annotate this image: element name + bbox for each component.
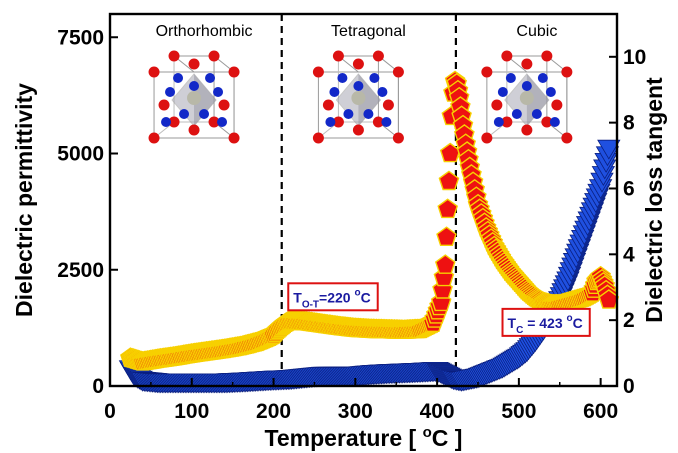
y-left-tick-label: 7500: [57, 26, 104, 49]
phase-label-2: Tetragonal: [331, 23, 406, 40]
annotation-box: [287, 282, 379, 312]
y-right-tick-label: 0: [623, 375, 635, 398]
x-tick-label: 400: [420, 400, 455, 423]
y-right-tick-label: 2: [623, 309, 635, 332]
x-tick-label: 0: [104, 400, 116, 423]
loss-tangent-point: [597, 139, 621, 160]
phase-label-3: Cubic: [516, 23, 557, 40]
permittivity-point: [437, 198, 459, 219]
y-left-tick-label: 0: [92, 375, 104, 398]
y-right-axis-title: Dielectric loss tangent: [641, 77, 667, 323]
x-tick-label: 500: [501, 400, 536, 423]
annotations: TO-T=220 oC TC = 423 oC: [287, 282, 591, 337]
y-right-tick-label: 10: [623, 46, 646, 69]
permittivity-point: [438, 170, 460, 191]
crystal-structures: Orthorhombic Tetragonal Cubic: [148, 23, 573, 144]
permittivity-series: [120, 70, 620, 371]
permittivity-point: [434, 254, 456, 274]
y-right-tick-label: 6: [623, 177, 635, 200]
phase-label-1: Orthorhombic: [156, 23, 253, 40]
y-left-tick-label: 2500: [57, 259, 104, 282]
crystal-structure-1: [148, 50, 241, 144]
annotation-1: TO-T=220 oC: [287, 282, 379, 312]
permittivity-point: [436, 226, 457, 247]
crystal-structure-3: [480, 50, 573, 144]
x-tick-label: 200: [256, 400, 291, 423]
y-left-axis-title: Dielectric permittivity: [11, 83, 37, 317]
x-tick-label: 300: [338, 400, 373, 423]
x-tick-label: 600: [583, 400, 618, 423]
y-right-tick-label: 8: [623, 112, 635, 135]
y-right-tick-label: 4: [623, 243, 635, 266]
loss-tangent-series: [118, 139, 621, 394]
annotation-text: TC = 423 oC: [508, 313, 583, 336]
annotation-2: TC = 423 oC: [501, 307, 591, 337]
y-left-tick-label: 5000: [57, 143, 104, 166]
plot-frame: [108, 12, 619, 388]
crystal-structure-2: [312, 50, 405, 144]
annotation-text: TO-T=220 oC: [293, 287, 370, 310]
x-axis-title: Temperature [ oC ]: [265, 424, 463, 451]
annotation-box: [501, 307, 591, 337]
axes: 0 100 200 300 400 500 60002500500075000246810T…: [11, 12, 667, 451]
x-tick-label: 100: [174, 400, 209, 423]
